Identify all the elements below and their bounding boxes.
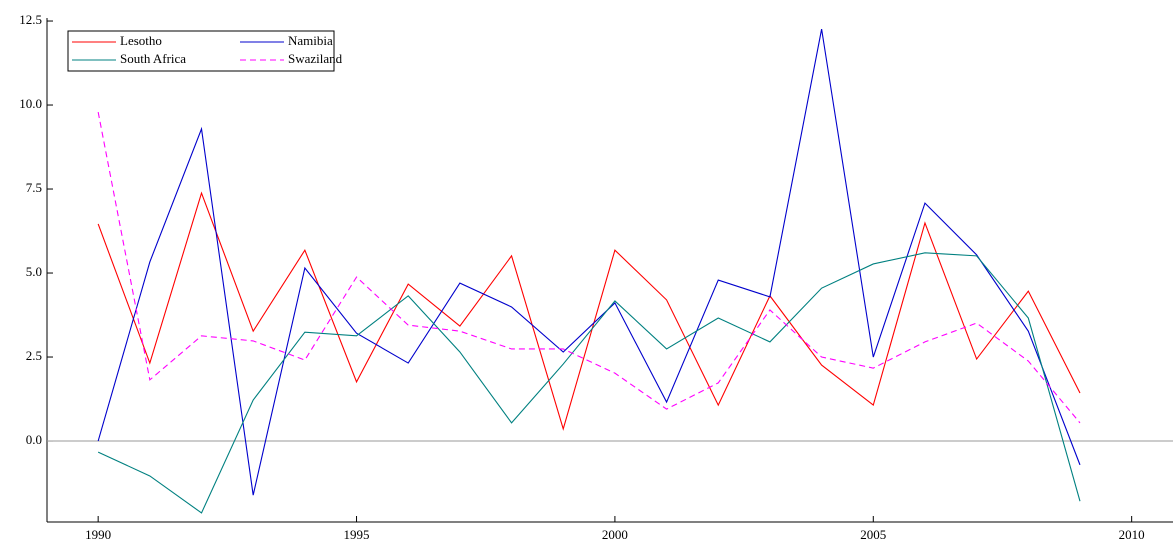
y-tick-label: 5.0	[26, 264, 42, 279]
y-tick-label: 10.0	[19, 96, 42, 111]
y-tick-label: 2.5	[26, 348, 42, 363]
series-line	[97, 111, 1081, 424]
series-line	[97, 252, 1081, 514]
series-line	[97, 28, 1081, 496]
x-tick-label: 1990	[85, 527, 111, 542]
legend-label: South Africa	[120, 51, 186, 66]
series-line	[97, 191, 1081, 431]
x-tick-label: 2005	[860, 527, 886, 542]
x-tick-label: 2000	[602, 527, 628, 542]
x-tick-label: 2010	[1119, 527, 1145, 542]
y-tick-label: 0.0	[26, 432, 42, 447]
legend-label: Lesotho	[120, 33, 162, 48]
legend-label: Namibia	[288, 33, 333, 48]
y-tick-label: 7.5	[26, 180, 42, 195]
y-tick-label: 12.5	[19, 12, 42, 27]
x-tick-label: 1995	[344, 527, 370, 542]
legend-label: Swaziland	[288, 51, 343, 66]
legend-box	[67, 30, 335, 72]
